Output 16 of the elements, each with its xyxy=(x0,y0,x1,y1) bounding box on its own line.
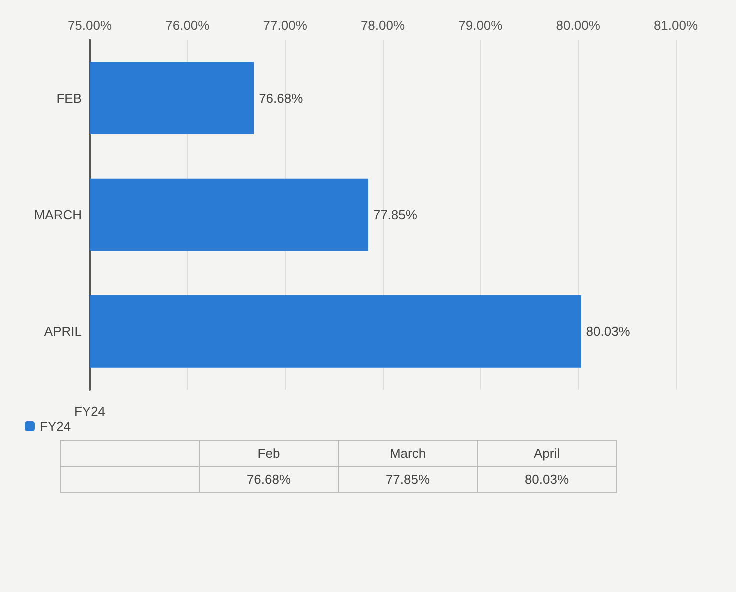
x-tick-label: 79.00% xyxy=(458,18,504,33)
data-table: Feb March April 76.68% 77.85% 80.03% xyxy=(60,440,617,493)
x-tick-label: 78.00% xyxy=(360,18,406,33)
data-label: 76.68% xyxy=(259,90,304,106)
x-tick-label: 80.00% xyxy=(556,18,601,33)
data-label: 77.85% xyxy=(373,208,418,222)
y-tick-label: MARCH xyxy=(34,208,82,222)
x-tick-label: 77.00% xyxy=(263,18,308,33)
x-tick-label: 75.00% xyxy=(68,18,112,33)
data-label: 80.03% xyxy=(586,324,631,340)
x-tick-label: 76.00% xyxy=(166,18,210,33)
y-tick-label: FEB xyxy=(56,90,82,106)
y-axis-title: FY24 xyxy=(74,404,106,419)
x-tick-label: 81.00% xyxy=(654,18,698,33)
legend-label: FY24 xyxy=(40,419,72,434)
y-tick-label: APRIL xyxy=(44,324,82,340)
